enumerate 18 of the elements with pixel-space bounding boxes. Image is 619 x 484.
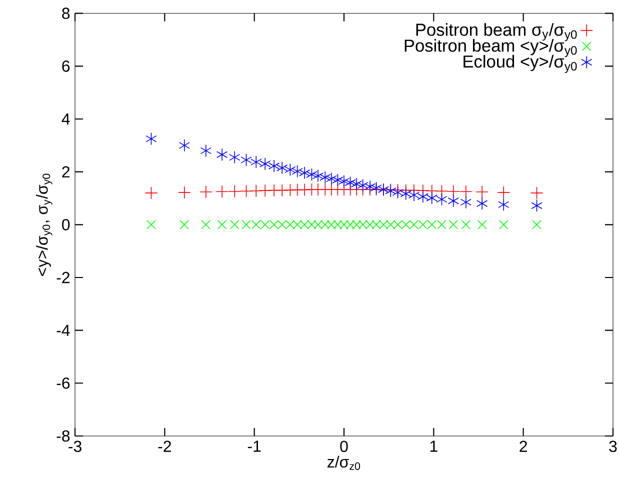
y-tick-label: 0 [62, 219, 70, 230]
y-tick-label: -6 [56, 377, 70, 389]
y-tick-label: 2 [62, 166, 70, 178]
y-tick-label: 6 [62, 60, 70, 72]
x-tick-label: 2 [520, 440, 527, 452]
x-tick-label: -3 [68, 440, 82, 452]
x-axis-title: z/σ$_{z0}$ [328, 456, 360, 470]
y-tick-label: 8 [62, 8, 70, 19]
y-tick-label: -2 [56, 272, 70, 284]
x-tick-label: -2 [158, 440, 171, 452]
y-tick-label: 4 [62, 114, 70, 124]
y-tick-label: -8 [56, 430, 70, 442]
y-axis-title: <y>/σ$_{y0}$, σ$_{y}$/σ$_{y0}$ [36, 174, 52, 276]
y-tick-label: -4 [56, 324, 70, 336]
x-tick-label: 3 [609, 440, 617, 452]
x-tick-label: -1 [248, 440, 261, 452]
x-tick-label: 0 [340, 440, 348, 452]
x-tick-label: 1 [430, 440, 438, 452]
